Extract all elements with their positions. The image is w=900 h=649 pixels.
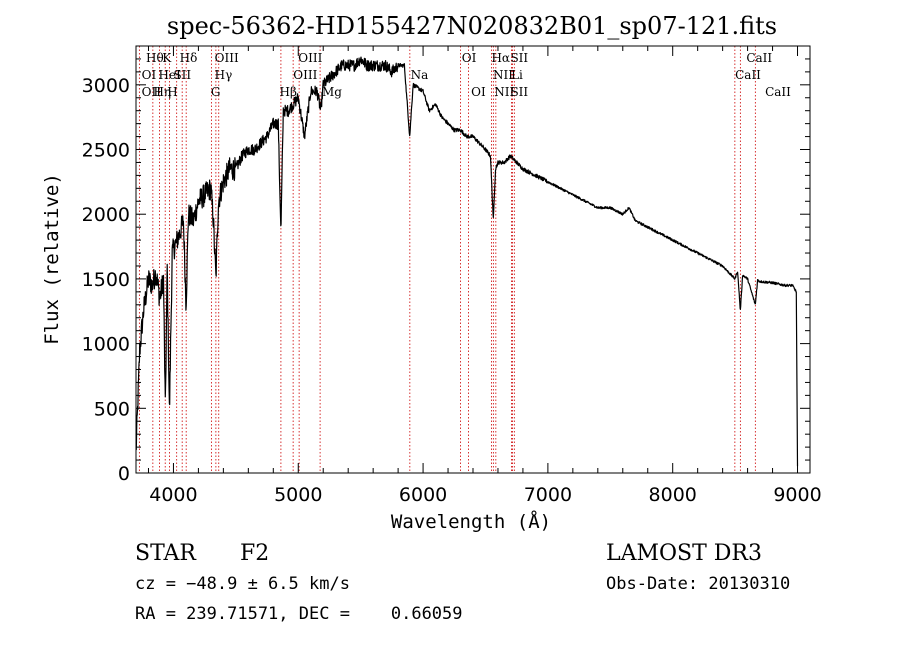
spectral-line-label: SII bbox=[510, 51, 528, 65]
x-tick-label: 8000 bbox=[649, 484, 697, 506]
y-tick-label: 1000 bbox=[82, 334, 130, 356]
spectral-line-label: OI bbox=[462, 51, 477, 65]
y-tick-label: 0 bbox=[118, 463, 130, 485]
y-tick-label: 3000 bbox=[82, 75, 130, 97]
spectral-line-label: SII bbox=[510, 85, 528, 99]
x-axis-label: Wavelength (Å) bbox=[391, 510, 551, 533]
star-class: STAR bbox=[135, 541, 197, 566]
spectral-line-markers bbox=[138, 46, 756, 473]
y-axis-label: Flux (relative) bbox=[41, 173, 63, 345]
spectral-line-label: OIII bbox=[215, 51, 239, 65]
spectral-line-label: HeI bbox=[158, 68, 181, 82]
spectral-line-label: Na bbox=[411, 68, 429, 82]
spectral-line-label: Hδ bbox=[180, 51, 198, 65]
y-tick-label: 1500 bbox=[82, 269, 130, 291]
x-tick-label: 7000 bbox=[524, 484, 572, 506]
spectral-line-label: OIII bbox=[298, 51, 322, 65]
spectral-line-label: OII bbox=[142, 85, 162, 99]
spectral-line-label: CaII bbox=[746, 51, 772, 65]
survey-name: LAMOST DR3 bbox=[606, 541, 762, 566]
x-tick-label: 5000 bbox=[274, 484, 322, 506]
spectral-line-label: CaII bbox=[765, 85, 791, 99]
x-tick-label: 6000 bbox=[399, 484, 447, 506]
spectral-line-label: OI bbox=[142, 68, 157, 82]
y-tick-label: 500 bbox=[94, 398, 130, 420]
spectral-line-label: G bbox=[211, 85, 221, 99]
x-tick-label: 4000 bbox=[149, 484, 197, 506]
x-tick-label: 9000 bbox=[773, 484, 821, 506]
spectral-line-label: K bbox=[162, 51, 172, 65]
obs-date: Obs-Date: 20130310 bbox=[606, 574, 790, 594]
redshift-cz: cz = −48.9 ± 6.5 km/s bbox=[135, 574, 350, 594]
y-tick-label: 2500 bbox=[82, 140, 130, 162]
spectral-line-label: Hα bbox=[491, 51, 510, 65]
spectral-line-label: OIII bbox=[293, 68, 317, 82]
y-axis: 0 500 1000 1500 2000 2500 3000 bbox=[82, 45, 810, 485]
star-subclass: F2 bbox=[240, 541, 269, 566]
spectrum-line bbox=[135, 56, 799, 467]
spectral-line-label: Hγ bbox=[215, 68, 233, 82]
spectral-line-label: Mg bbox=[322, 85, 342, 99]
y-tick-label: 2000 bbox=[82, 204, 130, 226]
spectral-line-label: Hη bbox=[153, 85, 171, 99]
spectral-line-label: NII bbox=[494, 85, 514, 99]
coordinates: RA = 239.71571, DEC = 0.66059 bbox=[135, 604, 463, 624]
spectral-line-label: SII bbox=[173, 68, 191, 82]
x-axis: 4000 5000 6000 7000 8000 9000 bbox=[147, 46, 822, 506]
spectral-line-label: OI bbox=[471, 85, 486, 99]
spectral-line-label: Li bbox=[511, 68, 523, 82]
spectral-line-label: NII bbox=[493, 68, 513, 82]
spectral-line-label: Hθ bbox=[146, 51, 164, 65]
spectral-line-label: Hβ bbox=[280, 85, 297, 99]
chart-title: spec-56362-HD155427N020832B01_sp07-121.f… bbox=[167, 12, 777, 40]
spectral-line-label: CaII bbox=[735, 68, 761, 82]
spectral-line-label: H bbox=[167, 85, 177, 99]
